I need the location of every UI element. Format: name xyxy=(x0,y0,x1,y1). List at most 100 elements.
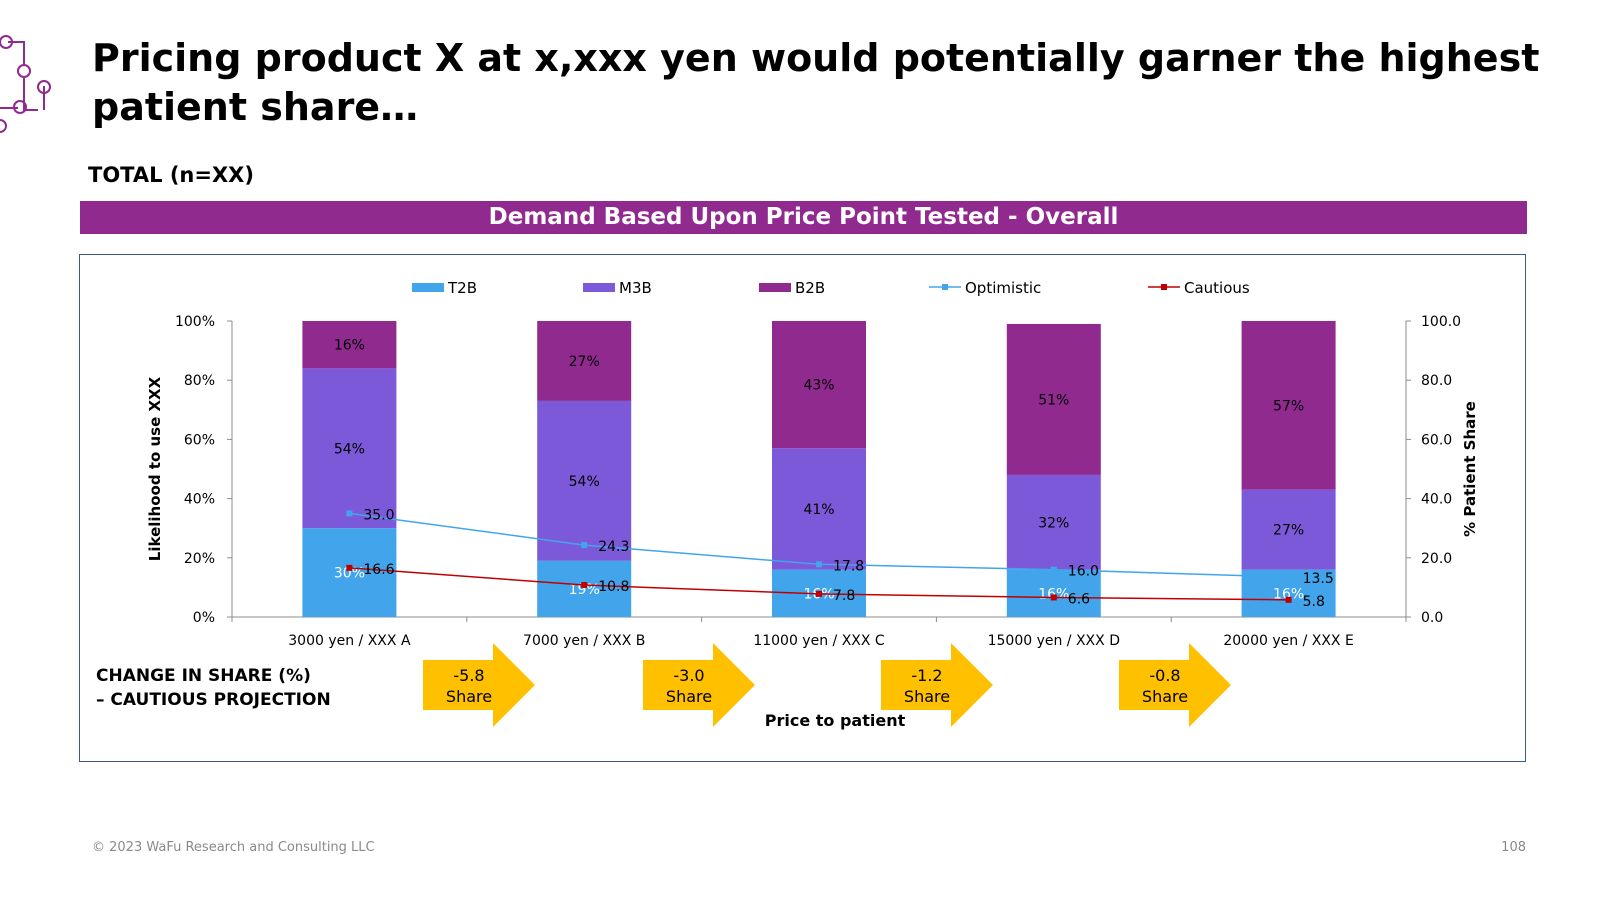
point-label-optimistic: 13.5 xyxy=(1303,571,1334,587)
legend-marker xyxy=(942,284,948,290)
legend-label: Optimistic xyxy=(965,279,1041,297)
bar-label-b2b: 51% xyxy=(1038,392,1069,408)
point-cautious xyxy=(1285,596,1292,603)
change-value: -1.2 xyxy=(911,666,943,685)
arrow-right-icon xyxy=(643,643,755,727)
circuit-logo-icon xyxy=(0,35,51,133)
bar-b2b xyxy=(772,321,866,449)
bar-label-b2b: 43% xyxy=(803,378,834,394)
y2-tick-label: 40.0 xyxy=(1421,492,1452,508)
legend-marker xyxy=(1161,284,1167,290)
arrow-right-icon xyxy=(881,643,993,727)
copyright-footer: © 2023 WaFu Research and Consulting LLC xyxy=(92,840,375,855)
change-unit: Share xyxy=(1141,687,1189,706)
y2-tick-label: 0.0 xyxy=(1421,610,1443,626)
y-axis-title: Likelihood to use XXX xyxy=(146,376,164,561)
bar-label-m3b: 54% xyxy=(569,474,600,490)
bar-t2b xyxy=(537,560,632,617)
y2-tick-label: 60.0 xyxy=(1421,432,1452,448)
change-arrow-b-c: -3.0 Share xyxy=(643,643,755,727)
x-tick-label: 3000 yen / XXX A xyxy=(288,633,411,649)
y-tick-label: 0% xyxy=(193,610,215,626)
legend-label: T2B xyxy=(447,279,477,297)
bar-label-b2b: 27% xyxy=(569,354,600,370)
y2-tick-label: 100.0 xyxy=(1421,314,1461,330)
bar-label-t2b: 30% xyxy=(334,566,365,582)
bar-m3b xyxy=(772,448,866,570)
chart-frame xyxy=(79,254,1526,762)
bar-label-m3b: 32% xyxy=(1038,515,1069,531)
y2-axis-title: % Patient Share xyxy=(1461,401,1479,537)
bar-t2b xyxy=(302,528,397,617)
y-tick-label: 40% xyxy=(184,492,215,508)
change-arrow-a-b: -5.8 Share xyxy=(423,643,535,727)
change-in-share-label: CHANGE IN SHARE (%) – CAUTIOUS PROJECTIO… xyxy=(96,666,331,710)
bar-b2b xyxy=(537,321,632,401)
x-tick-label: 15000 yen / XXX D xyxy=(988,633,1120,649)
point-optimistic xyxy=(816,561,822,568)
y-tick-label: 80% xyxy=(184,373,215,389)
bar-label-m3b: 27% xyxy=(1273,523,1304,539)
legend-swatch xyxy=(583,283,615,292)
point-label-optimistic: 24.3 xyxy=(598,539,629,555)
bar-m3b xyxy=(302,368,397,529)
bar-b2b xyxy=(1241,321,1336,490)
point-cautious xyxy=(346,564,353,571)
y-tick-label: 60% xyxy=(184,432,215,448)
x-tick-label: 11000 yen / XXX C xyxy=(753,633,885,649)
bar-m3b xyxy=(537,400,632,561)
bar-label-b2b: 57% xyxy=(1273,398,1304,414)
point-label-cautious: 7.8 xyxy=(833,588,855,604)
change-unit: Share xyxy=(445,687,493,706)
legend-label: M3B xyxy=(619,279,652,297)
y-tick-label: 20% xyxy=(184,551,215,567)
change-unit: Share xyxy=(903,687,951,706)
page-number: 108 xyxy=(1501,840,1526,855)
y-tick-label: 100% xyxy=(175,314,215,330)
legend-label: Cautious xyxy=(1184,279,1250,297)
bar-m3b xyxy=(1006,474,1101,570)
point-optimistic xyxy=(581,542,588,549)
point-cautious xyxy=(816,590,822,597)
bar-t2b xyxy=(1006,569,1101,617)
point-optimistic xyxy=(1285,574,1292,581)
x-tick-label: 20000 yen / XXX E xyxy=(1223,633,1353,649)
point-label-optimistic: 17.8 xyxy=(833,558,864,574)
change-value: -3.0 xyxy=(673,666,705,685)
x-tick-label: 7000 yen / XXX B xyxy=(523,633,645,649)
legend-swatch xyxy=(412,283,444,292)
point-optimistic xyxy=(346,510,353,517)
point-label-optimistic: 16.0 xyxy=(1068,564,1099,580)
change-unit: Share xyxy=(665,687,713,706)
point-label-cautious: 16.6 xyxy=(363,562,394,578)
bar-b2b xyxy=(302,321,397,369)
x-axis-title: Price to patient xyxy=(764,711,906,730)
point-label-cautious: 5.8 xyxy=(1303,594,1325,610)
point-cautious xyxy=(1050,594,1057,601)
legend-label: B2B xyxy=(795,279,825,297)
bar-label-t2b: 16% xyxy=(1273,586,1304,602)
bar-label-b2b: 16% xyxy=(334,338,365,354)
sample-size-label: TOTAL (n=XX) xyxy=(88,163,254,187)
page-title: Pricing product X at x,xxx yen would pot… xyxy=(92,36,1540,129)
y2-tick-label: 80.0 xyxy=(1421,373,1452,389)
change-arrow-d-e: -0.8 Share xyxy=(1119,643,1231,727)
chart-banner: Demand Based Upon Price Point Tested - O… xyxy=(80,201,1527,234)
legend-swatch xyxy=(759,283,791,292)
change-value: -5.8 xyxy=(453,666,485,685)
change-value: -0.8 xyxy=(1149,666,1181,685)
bar-b2b xyxy=(1006,323,1101,475)
y2-tick-label: 20.0 xyxy=(1421,551,1452,567)
bar-label-m3b: 41% xyxy=(803,502,834,518)
arrow-right-icon xyxy=(1119,643,1231,727)
change-arrow-c-d: -1.2 Share xyxy=(881,643,993,727)
point-label-optimistic: 35.0 xyxy=(363,507,394,523)
bar-label-m3b: 54% xyxy=(334,441,365,457)
bar-label-t2b: 16% xyxy=(1038,586,1069,602)
point-cautious xyxy=(581,582,588,589)
bar-m3b xyxy=(1241,489,1336,570)
point-label-cautious: 10.8 xyxy=(598,579,629,595)
arrow-right-icon xyxy=(423,643,535,727)
point-label-cautious: 6.6 xyxy=(1068,591,1090,607)
